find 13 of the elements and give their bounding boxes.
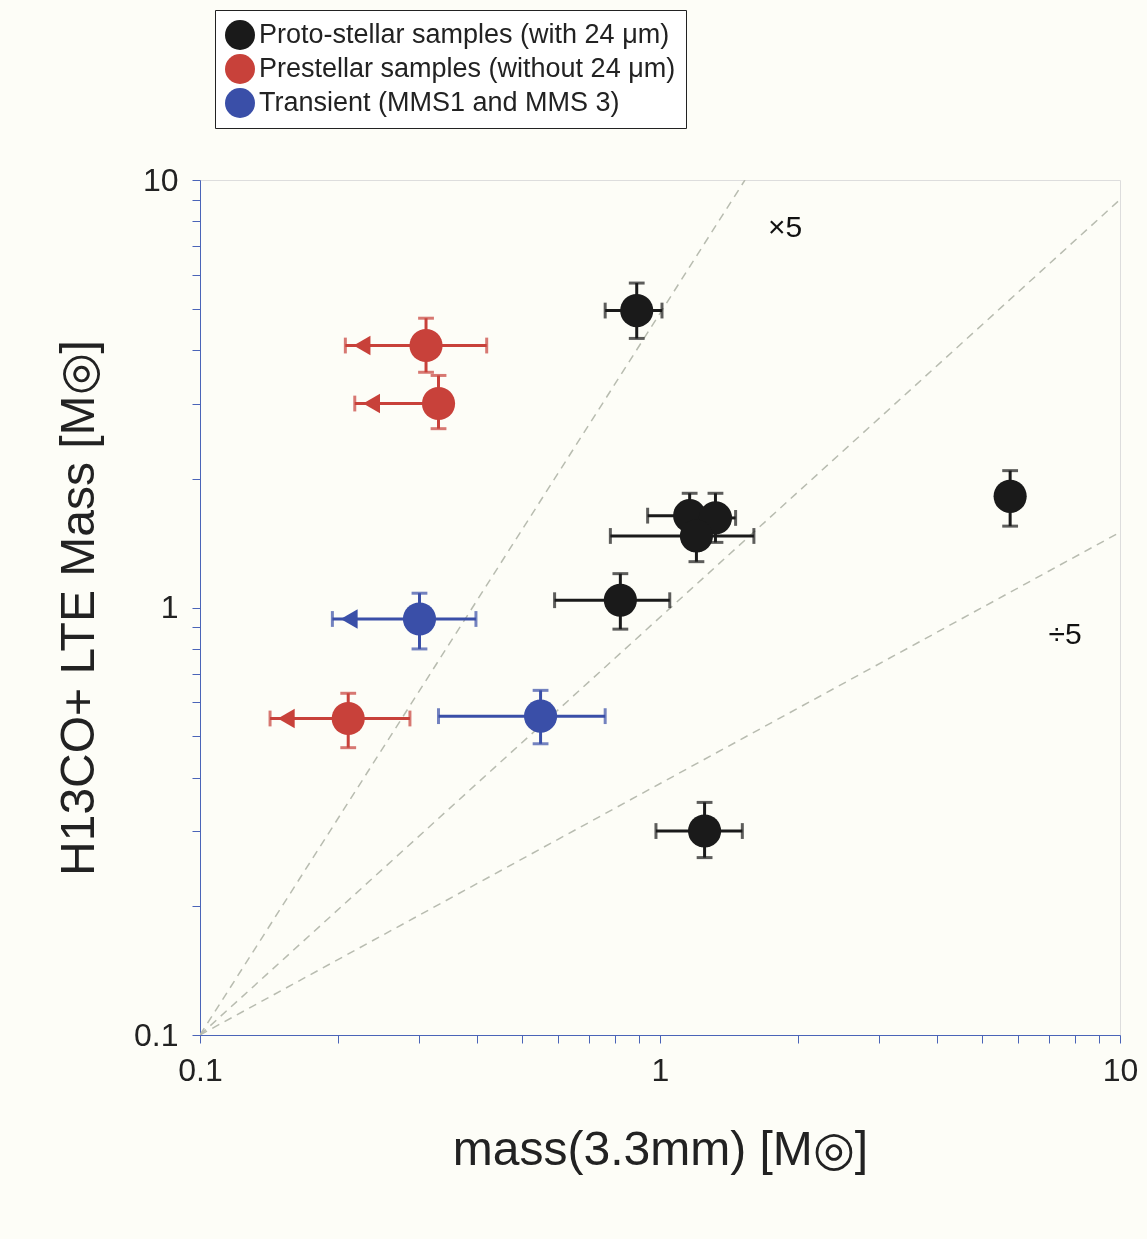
x-tick-label: 10 (1102, 1051, 1139, 1088)
x-axis-title: mass(3.3mm) [M◎] (452, 1121, 869, 1175)
x-tick-label: 0.1 (178, 1051, 223, 1088)
x-tick-label: 1 (651, 1051, 670, 1088)
legend-label: Proto-stellar samples (with 24 μm) (259, 19, 670, 49)
y-axis-title: H13CO+ LTE Mass [M◎] (51, 340, 105, 876)
y-tick-label: 0.1 (134, 1016, 179, 1053)
annotation: ×5 (767, 210, 803, 243)
y-tick-label: 1 (160, 589, 179, 625)
y-tick-label: 10 (142, 161, 179, 198)
legend-label: Prestellar samples (without 24 μm) (259, 53, 676, 83)
legend-label: Transient (MMS1 and MMS 3) (259, 87, 620, 117)
annotation: ÷5 (1048, 617, 1082, 650)
